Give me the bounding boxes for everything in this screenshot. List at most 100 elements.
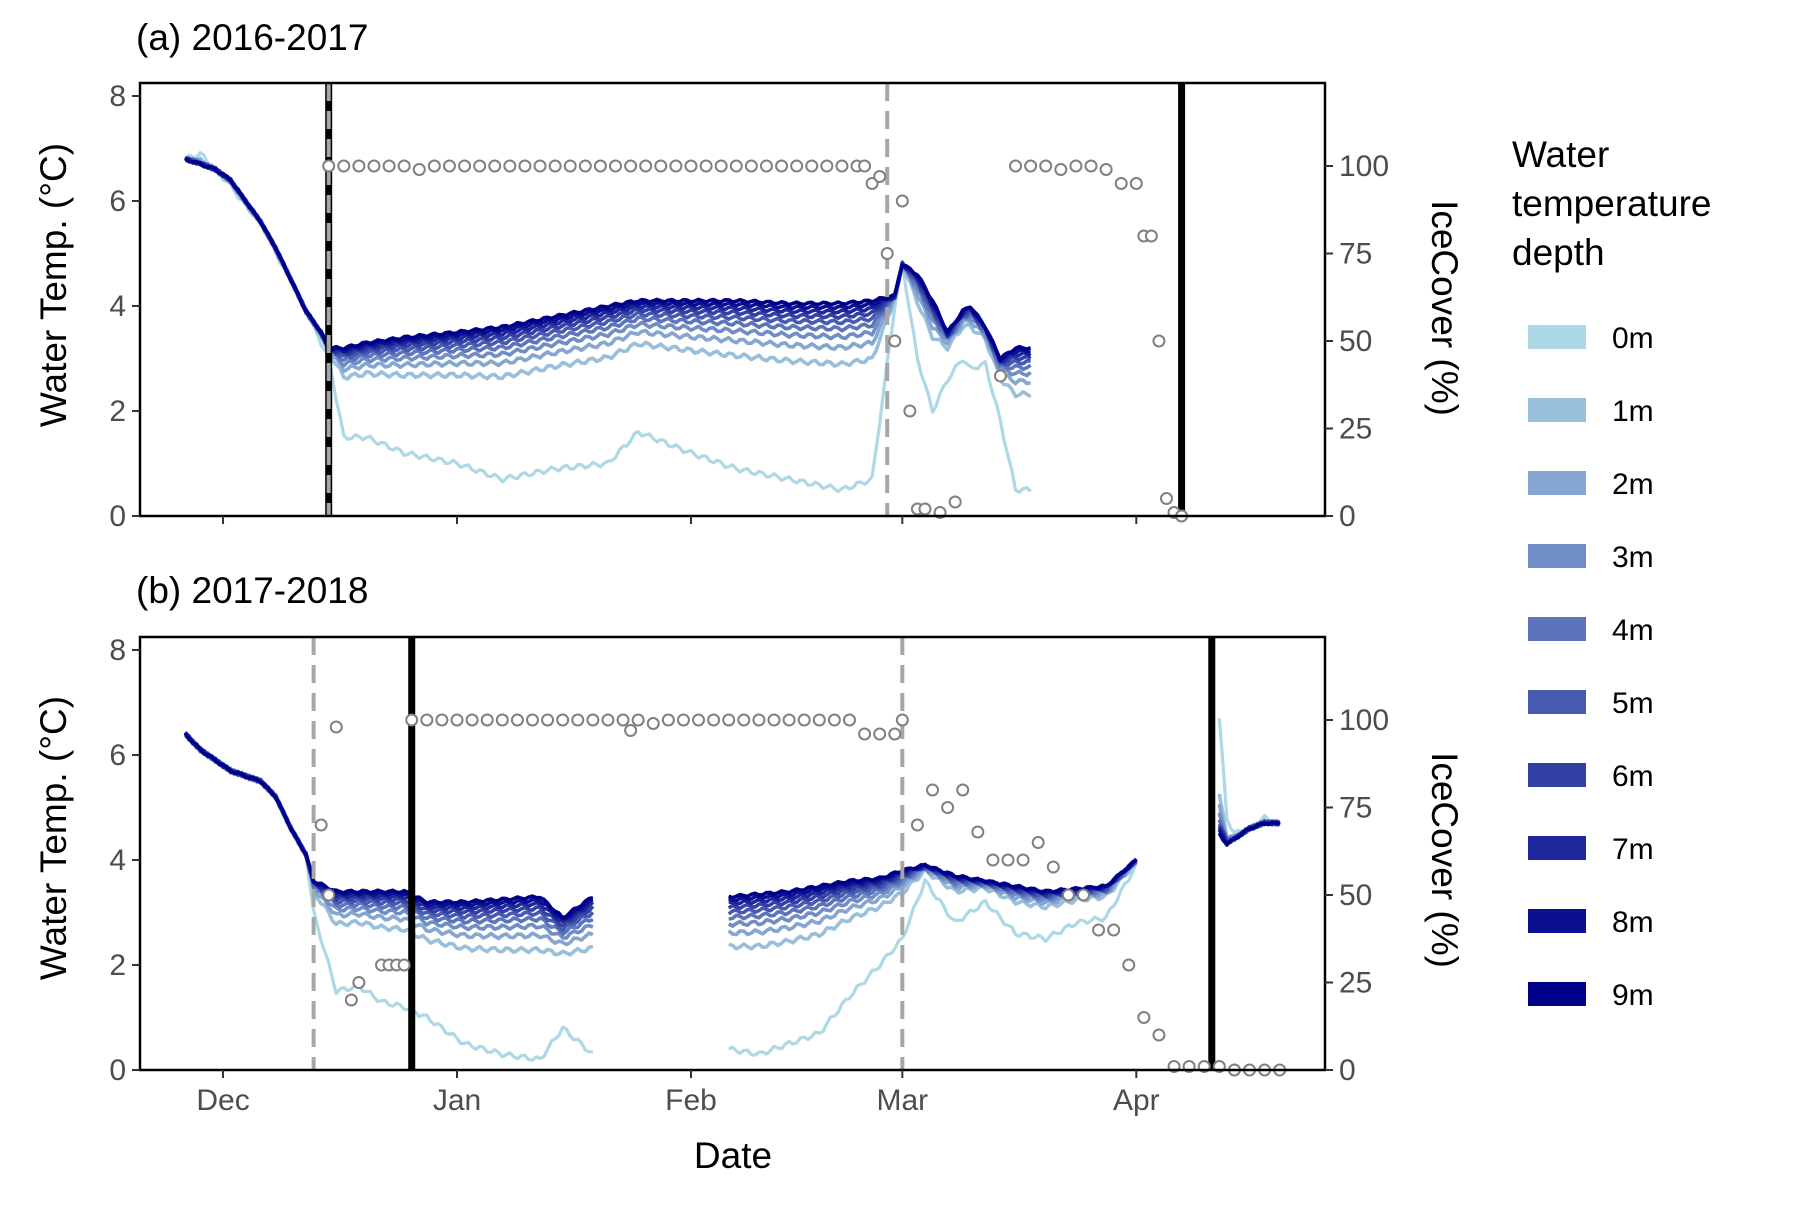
legend-label-0m: 0m — [1612, 322, 1654, 355]
panel-b-segment-1-depth-0m — [727, 862, 1138, 1057]
panel-b-segment-2-depth-9m — [1217, 820, 1281, 847]
panel-a-ice-point — [518, 159, 532, 173]
panel-a-y2-tick-label: 100 — [1339, 150, 1389, 183]
panel-a-y2label: IceCover (%) — [1424, 200, 1465, 416]
panel-b-ice-point — [971, 825, 985, 839]
panel-b-ice-point — [676, 713, 690, 727]
panel-a-ice-point — [684, 159, 698, 173]
panel-b-title: (b) 2017-2018 — [136, 570, 368, 611]
legend-swatch-0m — [1528, 325, 1586, 349]
legend-swatch-7m — [1528, 836, 1586, 860]
panel-a-depth-8m — [184, 156, 1031, 364]
panel-a-y-tick-label: 2 — [109, 395, 126, 428]
panel-b-ice-point — [797, 713, 811, 727]
panel-b-ice-point — [842, 713, 856, 727]
panel-a-ice-point — [873, 170, 887, 183]
panel-a-ice-point — [442, 159, 456, 173]
panel-a-title: (a) 2016-2017 — [136, 17, 368, 58]
panel-a-ice-point — [427, 159, 441, 173]
panel-a-depth-7m — [184, 156, 1032, 364]
panel-b-ice-point — [910, 818, 924, 832]
panel-a-ice-point — [533, 159, 547, 173]
panel-a-ice-point — [367, 159, 381, 173]
panel-b-y-tick-label: 4 — [109, 844, 126, 877]
legend-swatch-9m — [1528, 982, 1586, 1006]
panel-b-ice-point — [329, 720, 343, 734]
legend-entries: 0m 1m 2m 3m 4m 5m 6m 7m 8m 9m — [1528, 322, 1654, 1012]
panel-b-border — [138, 635, 1327, 1072]
panel-a-ice-point — [639, 159, 653, 173]
panel-b-ice-point — [926, 783, 940, 797]
panel-a-ice-point — [1054, 163, 1068, 176]
legend-label-8m: 8m — [1612, 906, 1654, 939]
panel-b-ice-point — [1092, 923, 1106, 937]
panel-a-ice-point — [835, 159, 849, 173]
panel-b-ice-point — [956, 783, 970, 797]
legend-label-6m: 6m — [1612, 760, 1654, 793]
panel-a-y2-tick-label: 75 — [1339, 238, 1372, 271]
panel-b-ice-point — [322, 888, 336, 902]
legend-swatch-6m — [1528, 763, 1586, 787]
panel-a-ice-point — [880, 247, 894, 260]
panel-a-y2-tick-label: 50 — [1339, 325, 1372, 358]
legend-title-line-3: depth — [1512, 232, 1605, 273]
legend-label-2m: 2m — [1612, 468, 1654, 501]
panel-b-ice-point — [1001, 853, 1015, 867]
panel-a-ice-point — [1009, 159, 1023, 173]
x-axis-title: Date — [694, 1135, 772, 1176]
legend-swatch-1m — [1528, 398, 1586, 422]
panel-b-ice-point — [941, 801, 955, 814]
panel-a-ice-point — [1069, 159, 1083, 173]
panel-b-ice-point — [873, 727, 887, 741]
legend-swatch-5m — [1528, 690, 1586, 714]
panel-a-ice-point — [744, 159, 758, 173]
panel-b-ice-point — [465, 713, 479, 727]
legend-swatch-2m — [1528, 471, 1586, 495]
panel-a-ice-point — [322, 159, 336, 173]
x-tick-label-dec: Dec — [196, 1084, 249, 1117]
panel-b-ice-point — [888, 727, 902, 741]
legend-label-1m: 1m — [1612, 395, 1654, 428]
legend-title-line-1: Water — [1512, 134, 1609, 175]
panel-b-y-tick-label: 2 — [109, 949, 126, 982]
panel-b-ice-point — [1061, 888, 1075, 902]
panel-b-ice-point — [601, 713, 615, 727]
panel-b-ice-point — [646, 717, 660, 730]
x-tick-label-jan: Jan — [433, 1084, 481, 1117]
panel-b-ice-point — [895, 713, 909, 727]
legend-title-line-2: temperature — [1512, 183, 1712, 224]
panel-b-ice-point — [405, 713, 419, 727]
panel-b-ice-point — [435, 713, 449, 727]
panel-a-y-tick-label: 6 — [109, 185, 126, 218]
panel-b-ice-point — [1122, 958, 1136, 972]
panel-b-ice-point — [525, 713, 539, 727]
panel-a-y-tick-label: 4 — [109, 290, 126, 323]
panel-b-ice-point — [1152, 1028, 1166, 1042]
panel-a-ice-point — [352, 159, 366, 173]
panel-a-ice-point — [699, 159, 713, 173]
panel-a-ice-point — [669, 159, 683, 173]
panel-b-ice-point — [752, 713, 766, 727]
panel-b-ice-point — [858, 727, 872, 741]
panel-a-ice-point — [759, 159, 773, 173]
panel-b-ice-point — [397, 958, 411, 972]
legend-label-7m: 7m — [1612, 833, 1654, 866]
panel-b-ice-point — [1031, 836, 1045, 849]
panel-b-ice-point — [510, 713, 524, 727]
panel-a-ice-point — [888, 334, 902, 348]
panel-b-ice-point — [1076, 888, 1090, 902]
panel-b-segment-2-depth-0m — [1217, 718, 1280, 835]
panel-a-ice-point — [1129, 177, 1143, 190]
panel-a-ice-point — [1159, 492, 1173, 505]
panel-b-ice-point — [480, 713, 494, 727]
panel-b-y-tick-label: 6 — [109, 739, 126, 772]
panel-a-plot: 0 2 4 6 8 0 25 50 75 100 — [109, 80, 1389, 533]
panel-b-ice-point — [344, 993, 358, 1007]
panel-a-ice-point — [1152, 334, 1166, 348]
panel-a-ice-point — [729, 159, 743, 173]
panel-a-ice-point — [1114, 177, 1128, 190]
panel-a-ice-point — [654, 159, 668, 173]
panel-a-ice-point — [1144, 229, 1158, 243]
legend-label-3m: 3m — [1612, 541, 1654, 574]
panel-b-ice-point — [1107, 923, 1121, 937]
